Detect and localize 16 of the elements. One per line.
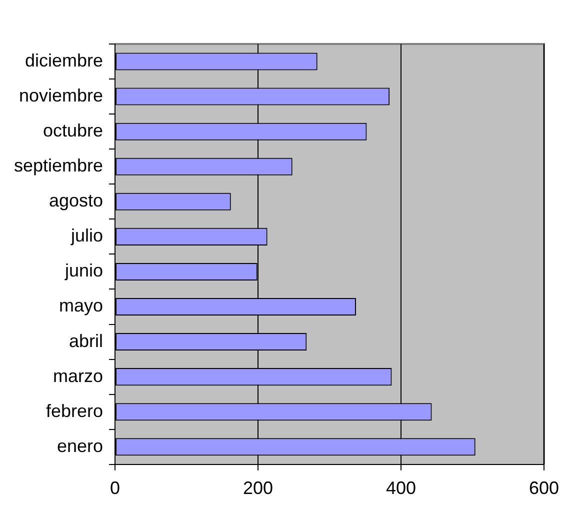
y-tick-label: octubre (42, 120, 104, 141)
y-tick-label: abril (69, 330, 104, 351)
y-tick-label: noviembre (18, 86, 104, 106)
x-tick-label: 200 (243, 478, 274, 498)
x-tick-label: 400 (386, 478, 416, 498)
y-tick-label: septiembre (14, 156, 104, 176)
x-tick-label: 600 (528, 478, 560, 498)
y-tick-label: marzo (53, 366, 104, 386)
y-tick-label: diciembre (25, 50, 104, 70)
x-tick-label: 0 (110, 478, 120, 498)
y-tick-label: mayo (59, 296, 104, 316)
y-tick-label: julio (70, 226, 104, 246)
y-tick-label: febrero (46, 400, 104, 421)
y-tick-label: junio (64, 260, 104, 281)
y-tick-label: enero (56, 436, 104, 456)
y-tick-label: agosto (48, 190, 104, 211)
